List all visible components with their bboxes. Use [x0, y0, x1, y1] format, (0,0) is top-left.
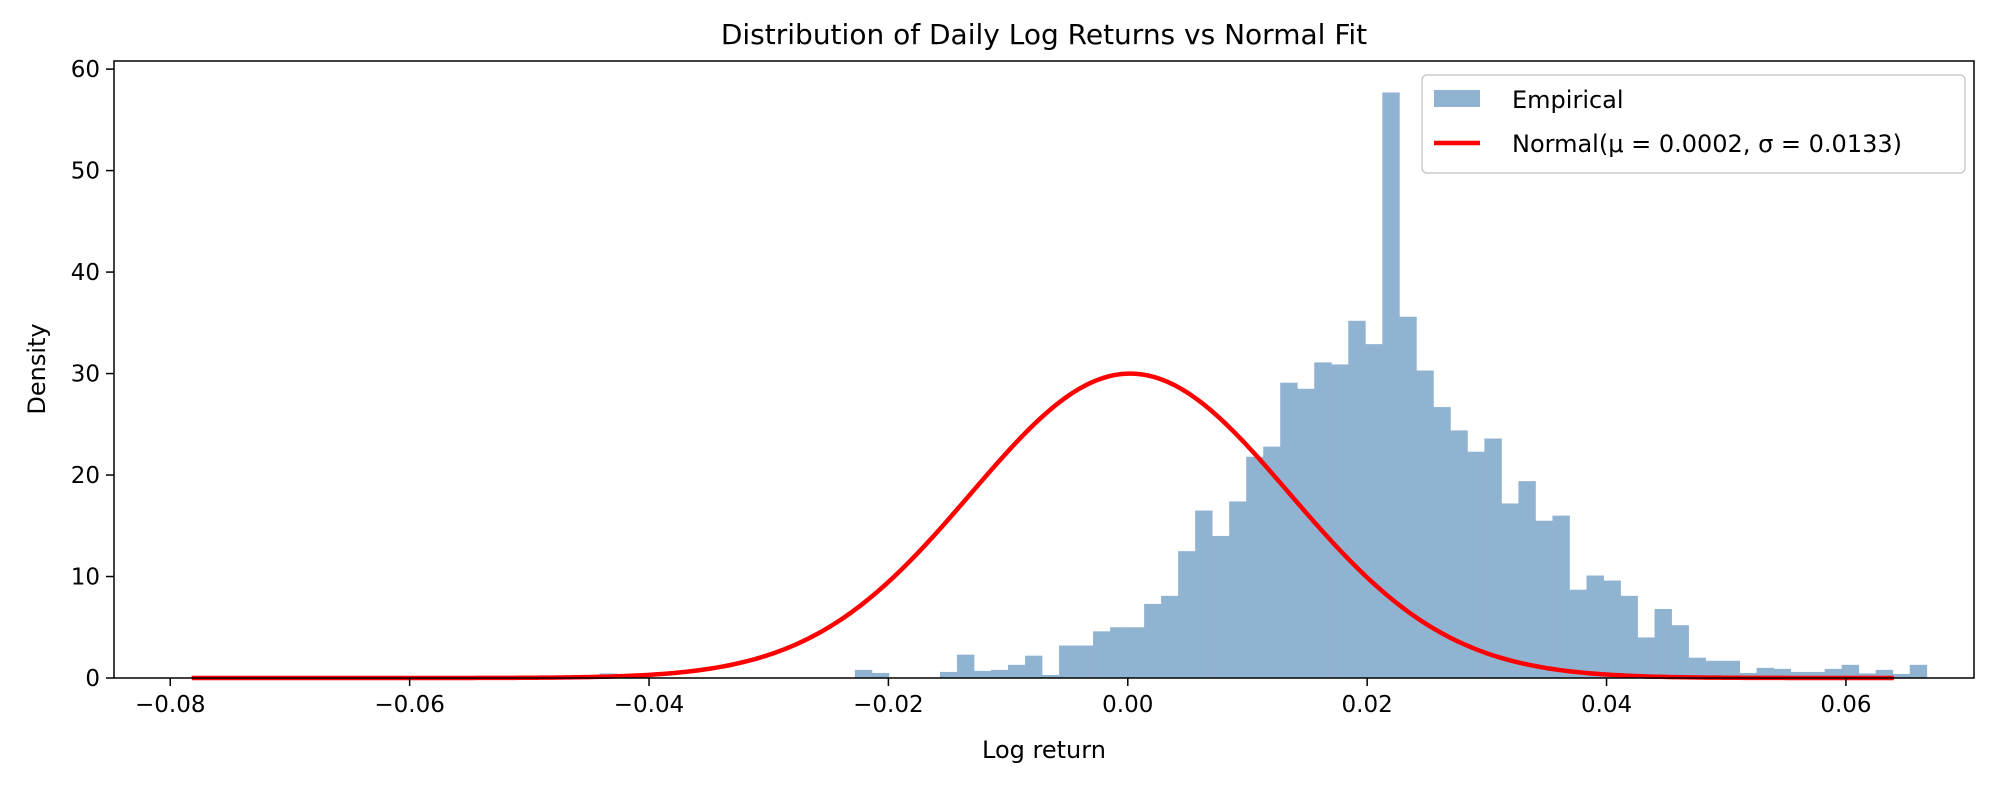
histogram-bar: [1450, 430, 1468, 678]
histogram-bar: [1195, 510, 1213, 678]
histogram-bar: [990, 669, 1009, 678]
x-tick-label: 0.00: [1102, 692, 1153, 718]
histogram-bar: [1314, 362, 1332, 678]
y-tick-label: 0: [85, 666, 100, 692]
legend-label-normal: Normal(μ = 0.0002, σ = 0.0133): [1512, 130, 1902, 158]
histogram-bar: [973, 670, 992, 678]
legend-patch-empirical: [1434, 90, 1480, 107]
y-tick-label: 20: [71, 463, 100, 489]
histogram-bar: [1365, 344, 1383, 678]
histogram-bar: [1467, 451, 1485, 678]
y-axis-label: Density: [23, 323, 51, 414]
histogram-bar: [1552, 515, 1570, 678]
histogram-bar: [1246, 456, 1264, 678]
histogram-bar: [939, 671, 958, 678]
histogram-bar: [1569, 589, 1587, 678]
y-tick-label: 60: [71, 57, 100, 83]
x-tick-label: 0.06: [1820, 692, 1871, 718]
histogram-bar: [1076, 645, 1094, 678]
histogram-bar: [1042, 674, 1060, 678]
histogram-bar: [1433, 407, 1451, 678]
x-axis-label: Log return: [982, 736, 1106, 764]
histogram-bar: [1637, 637, 1655, 678]
histogram-bar: [1773, 668, 1792, 678]
histogram-bar: [1739, 672, 1758, 678]
histogram-bar: [1229, 501, 1247, 678]
histogram-bar: [1722, 660, 1740, 678]
legend-box: [1421, 74, 1966, 174]
x-tick-label: −0.08: [135, 692, 205, 718]
x-tick-label: 0.04: [1581, 692, 1632, 718]
y-tick-label: 30: [71, 362, 100, 388]
histogram-bar: [1671, 625, 1689, 678]
histogram-bar: [1875, 669, 1894, 678]
histogram-bar: [1688, 657, 1706, 678]
histogram-bar: [1654, 608, 1672, 678]
axes-frame: [113, 60, 1975, 679]
histogram-bar: [1127, 627, 1145, 678]
histogram-bar: [1161, 595, 1179, 678]
x-tick-label: −0.02: [853, 692, 923, 718]
histogram-bar: [871, 672, 890, 678]
histogram-bar: [1059, 645, 1077, 678]
histogram-bar: [1297, 388, 1315, 678]
histogram-bar: [956, 654, 975, 678]
histogram-bar: [1110, 627, 1128, 678]
histogram-bar: [1790, 671, 1809, 678]
histogram-bar: [1348, 320, 1366, 678]
histogram-bar: [1008, 664, 1026, 678]
histogram-bar: [1586, 575, 1604, 678]
histogram-bar: [1178, 551, 1196, 678]
normal-fit-line: [191, 371, 1894, 681]
histogram-bar: [854, 669, 873, 678]
histogram-bar: [1841, 664, 1860, 678]
histogram-bar: [1705, 660, 1723, 678]
histogram-bar: [1858, 673, 1877, 678]
legend-label-empirical: Empirical: [1512, 86, 1624, 114]
histogram-bar: [1892, 673, 1911, 678]
x-tick-label: −0.06: [374, 692, 444, 718]
x-axis-ticks: −0.08 −0.06 −0.04 −0.02 0.00 0.02 0.04 0.06: [135, 678, 1872, 718]
histogram-bar: [1756, 667, 1775, 678]
y-tick-label: 40: [71, 260, 100, 286]
histogram-bar: [1093, 631, 1111, 678]
histogram-bar: [1484, 438, 1502, 678]
chart-title: Distribution of Daily Log Returns vs Nor…: [721, 18, 1367, 51]
histogram-bar: [1620, 595, 1638, 678]
x-tick-label: 0.02: [1342, 692, 1393, 718]
x-tick-label: −0.04: [614, 692, 684, 718]
histogram-bar: [1518, 481, 1536, 678]
histogram-bar: [1144, 603, 1162, 678]
histogram-bar: [1501, 503, 1519, 678]
histogram-bar: [1909, 664, 1928, 678]
histogram-bar: [1399, 316, 1417, 678]
y-tick-label: 50: [71, 159, 100, 185]
histogram-bar: [1280, 382, 1298, 678]
y-axis-ticks: 0 10 20 30 40 50 60: [71, 57, 114, 692]
histogram-bar: [1416, 370, 1434, 678]
histogram-bars: [191, 92, 1928, 679]
histogram-bar: [1603, 580, 1621, 678]
histogram-bar: [1212, 535, 1230, 678]
histogram-bar: [1331, 364, 1349, 678]
y-tick-label: 10: [71, 565, 100, 591]
histogram-bar: [1382, 92, 1400, 678]
legend: Empirical Normal(μ = 0.0002, σ = 0.0133): [1421, 74, 1966, 174]
histogram-bar: [1535, 520, 1553, 678]
histogram-bar: [1025, 655, 1043, 678]
histogram-bar: [1807, 671, 1826, 678]
histogram-bar: [1263, 446, 1281, 679]
histogram-bar: [1824, 668, 1843, 678]
